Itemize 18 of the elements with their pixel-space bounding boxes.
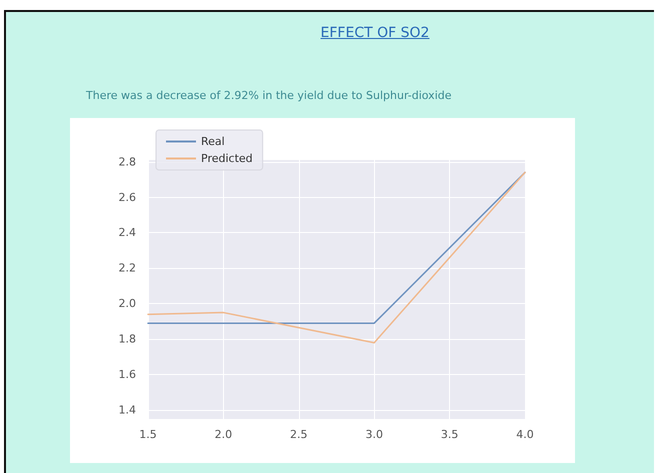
legend-label: Real bbox=[201, 135, 225, 148]
x-tick-label: 3.0 bbox=[365, 428, 383, 441]
x-tick-label: 4.0 bbox=[516, 428, 534, 441]
y-tick-label: 2.2 bbox=[118, 262, 136, 275]
y-tick-label: 2.4 bbox=[118, 226, 136, 240]
x-tick-label: 2.5 bbox=[290, 428, 308, 441]
y-tick-label: 2.8 bbox=[118, 155, 136, 168]
chart-subtitle: There was a decrease of 2.92% in the yield due to Sulphur-dioxide bbox=[86, 89, 452, 102]
chart-title: EFFECT OF SO2 bbox=[320, 25, 430, 41]
y-tick-label: 1.6 bbox=[118, 368, 136, 382]
legend-label: Predicted bbox=[201, 152, 253, 165]
y-tick-label: 1.4 bbox=[118, 404, 136, 417]
y-tick-label: 1.8 bbox=[118, 332, 136, 346]
x-tick-label: 2.0 bbox=[214, 428, 232, 441]
x-tick-label: 3.5 bbox=[440, 428, 458, 441]
y-tick-label: 2.6 bbox=[118, 190, 136, 204]
y-tick-label: 2.0 bbox=[118, 297, 136, 310]
x-tick-label: 1.5 bbox=[139, 428, 157, 441]
